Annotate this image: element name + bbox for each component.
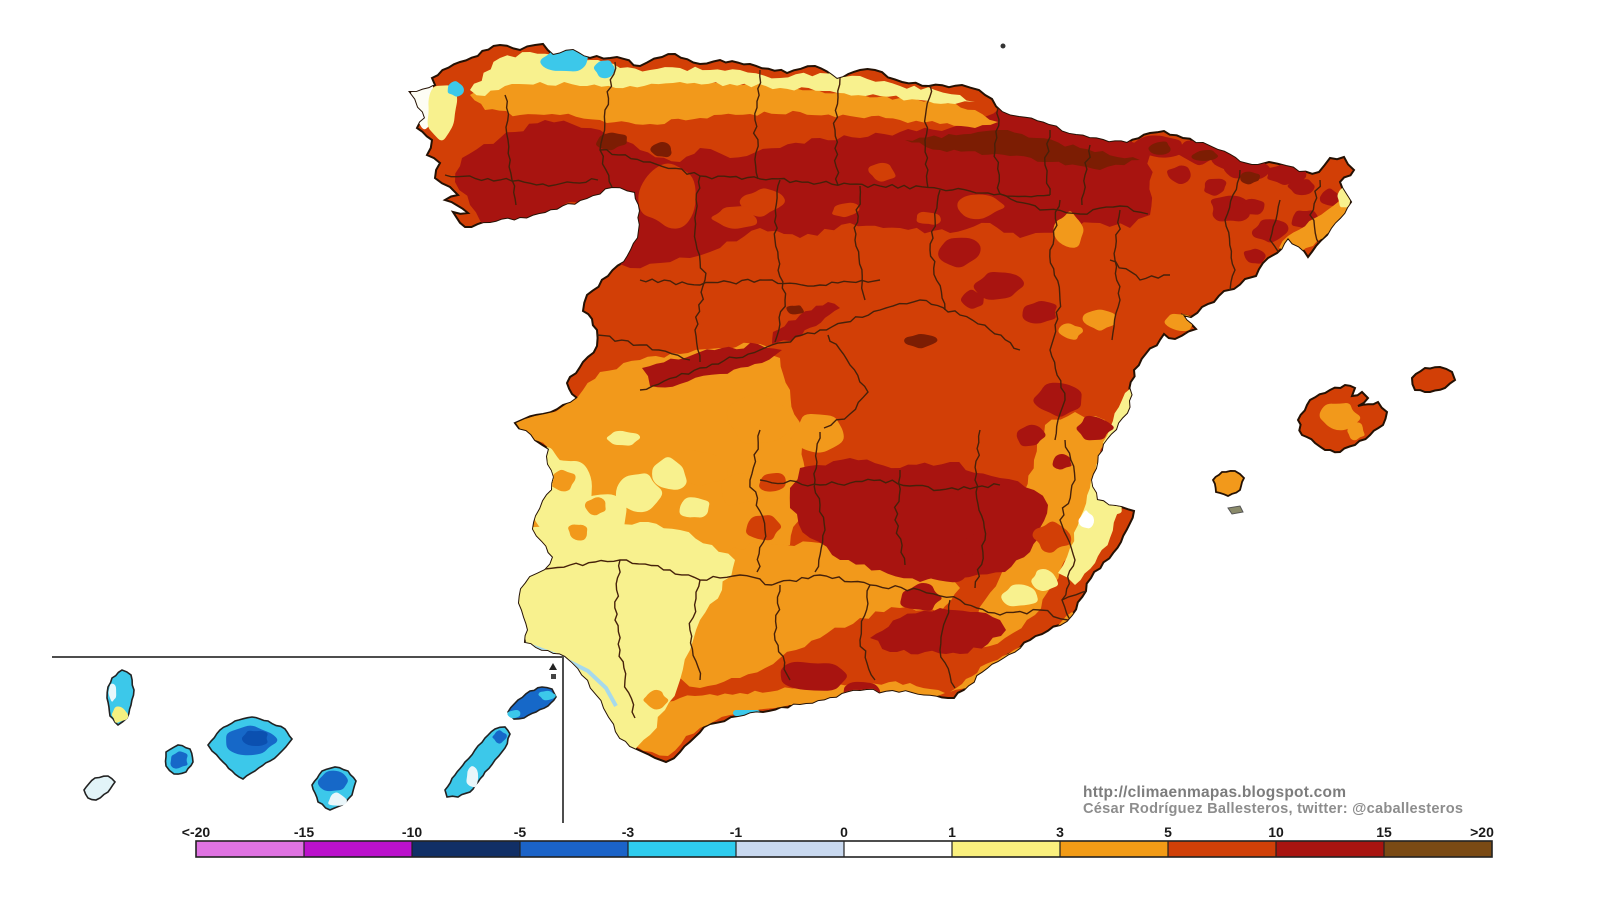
svg-text:-10: -10 <box>402 824 422 840</box>
svg-text:-15: -15 <box>294 824 314 840</box>
svg-text:-1: -1 <box>730 824 743 840</box>
svg-text:>20: >20 <box>1470 824 1494 840</box>
svg-text:http://climaenmapas.blogspot.c: http://climaenmapas.blogspot.com <box>1083 784 1346 801</box>
svg-text:<-20: <-20 <box>182 824 211 840</box>
svg-text:15: 15 <box>1376 824 1392 840</box>
svg-text:1: 1 <box>948 824 956 840</box>
svg-text:3: 3 <box>1056 824 1064 840</box>
svg-text:10: 10 <box>1268 824 1284 840</box>
svg-text:0: 0 <box>840 824 848 840</box>
svg-text:-5: -5 <box>514 824 527 840</box>
svg-text:César Rodríguez Ballesteros, t: César Rodríguez Ballesteros, twitter: @c… <box>1083 801 1463 817</box>
svg-text:5: 5 <box>1164 824 1172 840</box>
svg-text:-3: -3 <box>622 824 635 840</box>
